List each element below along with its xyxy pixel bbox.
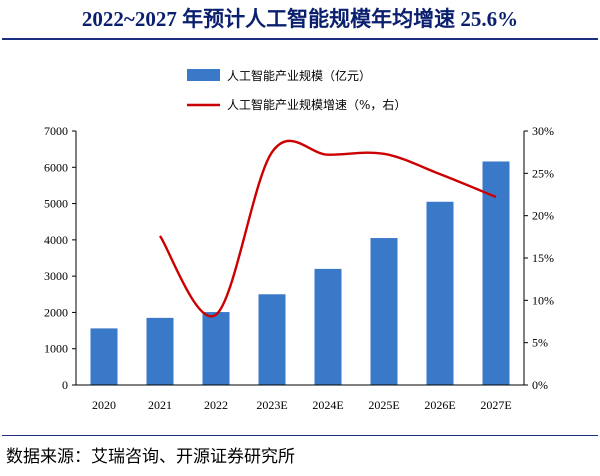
right-tick-label: 0%	[532, 378, 548, 392]
axes: 0 1000 2000 3000 4000 5000 6000 7000 0% 5% 10% 15% 2…	[44, 124, 554, 412]
right-tick-label: 15%	[532, 251, 554, 265]
left-tick-label: 6000	[44, 160, 68, 174]
left-tick-label: 7000	[44, 124, 68, 138]
legend-label-bar: 人工智能产业规模（亿元）	[227, 68, 371, 83]
right-tick-label: 20%	[532, 209, 554, 223]
x-tick-label: 2024E	[312, 398, 343, 412]
right-tick-label: 5%	[532, 336, 548, 350]
legend-label-line: 人工智能产业规模增速（%，右）	[227, 97, 406, 112]
legend: 人工智能产业规模（亿元） 人工智能产业规模增速（%，右）	[187, 68, 406, 112]
bar-series	[90, 161, 510, 385]
left-tick-label: 2000	[44, 305, 68, 319]
x-tick-label: 2027E	[480, 398, 511, 412]
bar-2024E	[314, 268, 342, 385]
x-tick-label: 2021	[148, 398, 172, 412]
right-tick-label: 10%	[532, 293, 554, 307]
bar-2026E	[426, 201, 454, 385]
legend-swatch-bar	[187, 69, 220, 81]
x-tick-label: 2025E	[368, 398, 399, 412]
title-divider	[2, 38, 598, 40]
source-note: 数据来源：艾瑞咨询、开源证券研究所	[6, 447, 295, 467]
x-tick-label: 2022	[204, 398, 228, 412]
source-divider	[2, 435, 598, 436]
left-tick-label: 5000	[44, 197, 68, 211]
left-tick-label: 1000	[44, 342, 68, 356]
left-tick-label: 4000	[44, 233, 68, 247]
growth-line-series	[158, 139, 497, 318]
page-title: 2022~2027 年预计人工智能规模年均增速 25.6%	[81, 7, 519, 31]
bar-2027E	[482, 161, 510, 385]
x-tick-label: 2023E	[256, 398, 287, 412]
bar-2025E	[370, 238, 398, 385]
bar-2021	[146, 317, 174, 385]
x-tick-label: 2020	[92, 398, 116, 412]
right-tick-label: 30%	[532, 124, 554, 138]
growth-line	[158, 139, 497, 318]
x-tick-label: 2026E	[424, 398, 455, 412]
chart: 人工智能产业规模（亿元） 人工智能产业规模增速（%，右） 0 1000 2000 300…	[44, 68, 554, 412]
bar-2022	[202, 312, 230, 385]
left-tick-label: 0	[62, 378, 68, 392]
bar-2020	[90, 328, 118, 385]
right-tick-label: 25%	[532, 166, 554, 180]
bar-2023E	[258, 294, 286, 385]
left-tick-label: 3000	[44, 269, 68, 283]
